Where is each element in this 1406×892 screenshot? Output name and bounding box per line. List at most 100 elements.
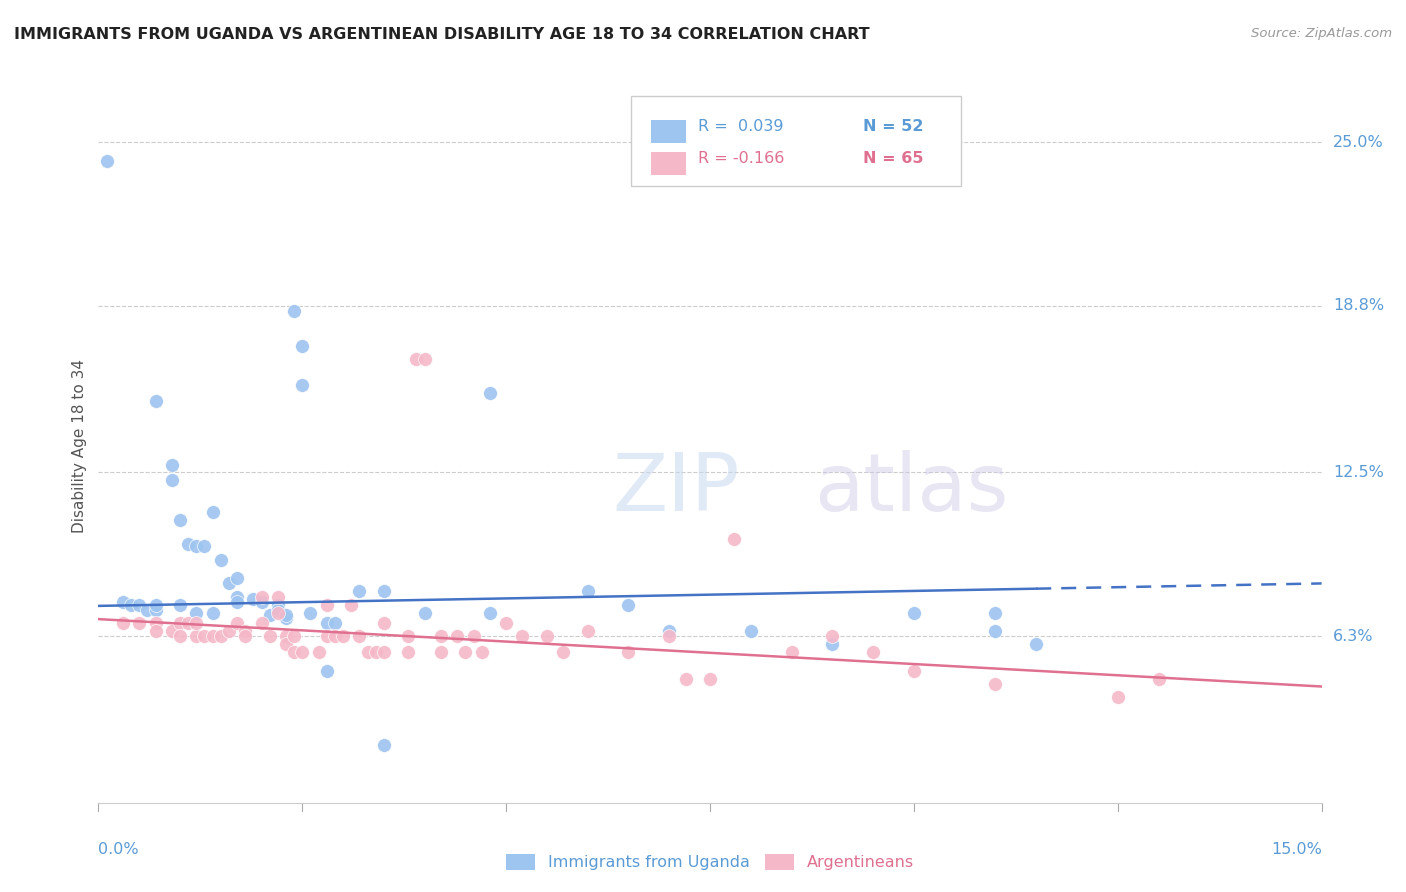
Point [723, 532, 745, 546]
Point [446, 629, 468, 643]
Point [160, 474, 183, 488]
Point [349, 629, 371, 643]
Point [862, 645, 884, 659]
Point [373, 645, 395, 659]
Point [553, 645, 575, 659]
Point [323, 629, 346, 643]
Point [315, 629, 337, 643]
Point [903, 606, 925, 620]
Point [463, 629, 485, 643]
Bar [651, 153, 686, 176]
Point [471, 645, 494, 659]
Point [226, 595, 249, 609]
Point [576, 624, 599, 638]
Point [186, 616, 208, 631]
Legend: Immigrants from Uganda, Argentineans: Immigrants from Uganda, Argentineans [499, 847, 921, 877]
Point [193, 629, 215, 643]
Point [396, 645, 419, 659]
Y-axis label: Disability Age 18 to 34: Disability Age 18 to 34 [72, 359, 87, 533]
Point [193, 540, 215, 554]
Point [226, 590, 249, 604]
Point [136, 603, 159, 617]
Point [478, 606, 501, 620]
Point [274, 629, 297, 643]
Point [201, 606, 224, 620]
Point [96, 153, 118, 168]
Point [283, 645, 305, 659]
Point [169, 513, 191, 527]
Text: N = 65: N = 65 [863, 152, 924, 167]
Point [405, 351, 427, 366]
Point [283, 304, 305, 318]
Point [226, 616, 249, 631]
Point [128, 598, 150, 612]
Point [1107, 690, 1129, 704]
FancyBboxPatch shape [630, 96, 960, 186]
Point [984, 606, 1007, 620]
Text: N = 52: N = 52 [863, 119, 924, 134]
Point [373, 584, 395, 599]
Point [495, 616, 517, 631]
Point [242, 592, 264, 607]
Point [373, 738, 395, 752]
Point [186, 629, 208, 643]
Point [218, 624, 240, 638]
Point [413, 606, 436, 620]
Point [396, 629, 419, 643]
Text: 25.0%: 25.0% [1333, 135, 1384, 150]
Point [145, 394, 167, 409]
Point [512, 629, 534, 643]
Point [340, 598, 363, 612]
Point [699, 672, 721, 686]
Point [145, 616, 167, 631]
Point [169, 616, 191, 631]
Point [373, 616, 395, 631]
Point [364, 645, 387, 659]
Point [145, 624, 167, 638]
Point [780, 645, 803, 659]
Point [413, 351, 436, 366]
Point [201, 505, 224, 519]
Point [274, 608, 297, 623]
Point [267, 598, 290, 612]
Point [160, 458, 183, 472]
Text: Source: ZipAtlas.com: Source: ZipAtlas.com [1251, 27, 1392, 40]
Point [267, 606, 290, 620]
Point [821, 629, 844, 643]
Point [250, 595, 273, 609]
Point [658, 624, 681, 638]
Point [209, 552, 232, 566]
Point [430, 629, 453, 643]
Point [209, 629, 232, 643]
Point [169, 598, 191, 612]
Text: 18.8%: 18.8% [1333, 299, 1384, 313]
Text: R =  0.039: R = 0.039 [697, 119, 783, 134]
Point [145, 603, 167, 617]
Point [903, 664, 925, 678]
Point [250, 616, 273, 631]
Text: ZIP: ZIP [612, 450, 740, 528]
Point [740, 624, 762, 638]
Point [111, 595, 134, 609]
Point [315, 616, 337, 631]
Point [145, 598, 167, 612]
Point [274, 611, 297, 625]
Point [186, 606, 208, 620]
Point [283, 629, 305, 643]
Point [259, 608, 281, 623]
Text: IMMIGRANTS FROM UGANDA VS ARGENTINEAN DISABILITY AGE 18 TO 34 CORRELATION CHART: IMMIGRANTS FROM UGANDA VS ARGENTINEAN DI… [14, 27, 870, 42]
Point [111, 616, 134, 631]
Point [332, 629, 354, 643]
Point [291, 338, 314, 352]
Point [169, 629, 191, 643]
Point [233, 629, 256, 643]
Point [299, 606, 322, 620]
Text: 6.3%: 6.3% [1333, 629, 1374, 644]
Point [267, 590, 290, 604]
Point [349, 584, 371, 599]
Text: 12.5%: 12.5% [1333, 465, 1384, 480]
Point [454, 645, 477, 659]
Point [218, 576, 240, 591]
Point [160, 624, 183, 638]
Point [233, 624, 256, 638]
